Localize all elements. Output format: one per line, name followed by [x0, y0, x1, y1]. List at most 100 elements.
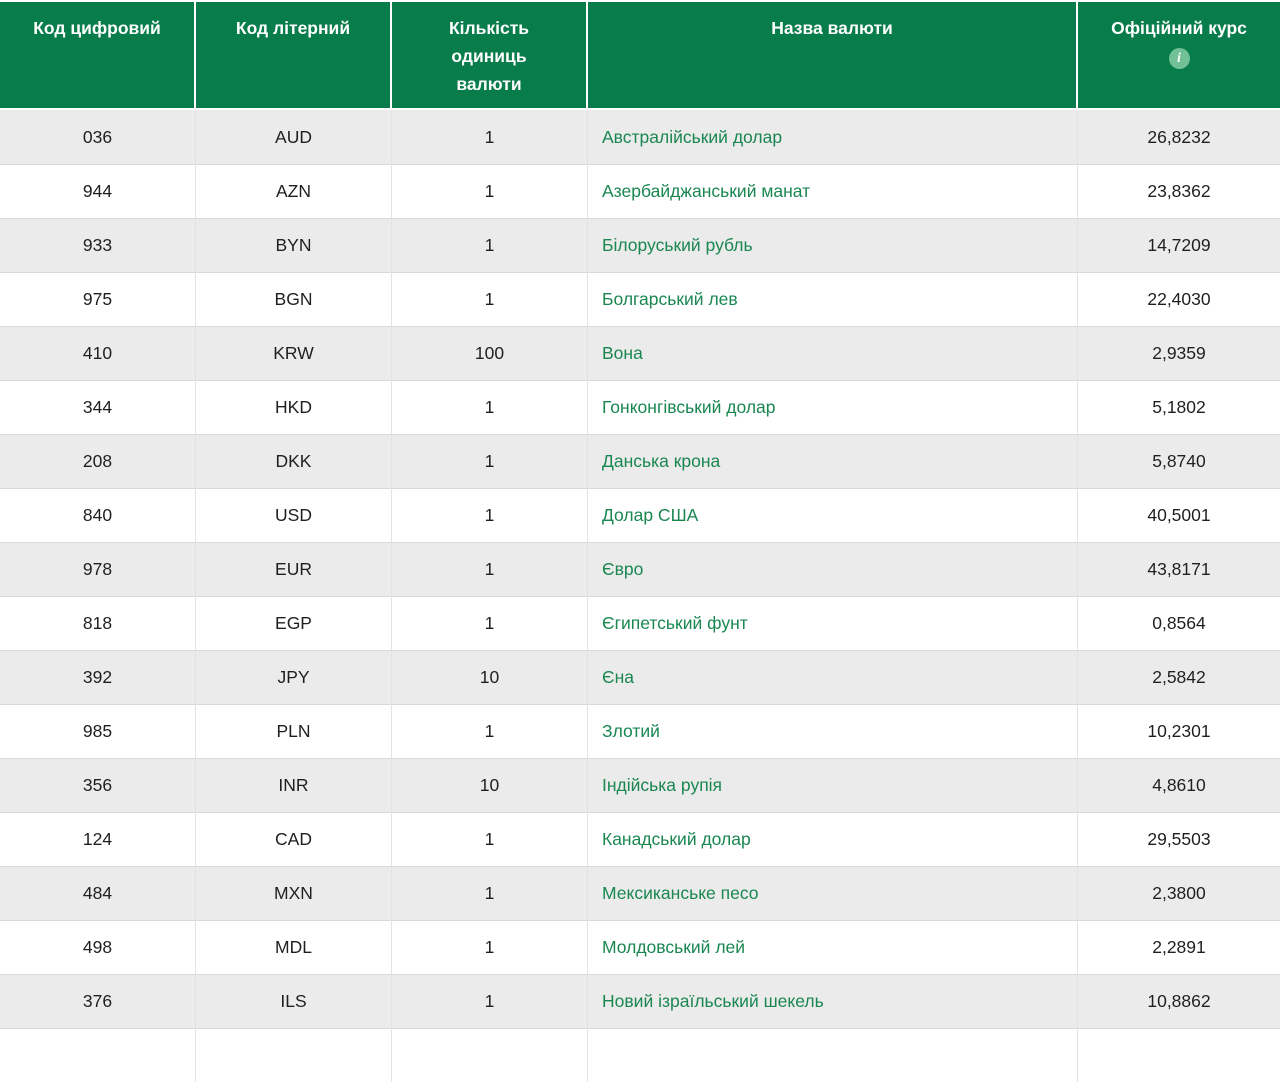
empty-cell: [1078, 1028, 1280, 1082]
units-cell: 1: [392, 488, 588, 542]
rate-cell: 0,8564: [1078, 596, 1280, 650]
header-numeric-code: Код цифровий: [0, 2, 196, 110]
units-cell: 1: [392, 542, 588, 596]
table-header: Код цифровий Код літерний Кількість один…: [0, 2, 1280, 110]
currency-name-link[interactable]: Данська крона: [602, 451, 721, 471]
name-cell: Єна: [588, 650, 1078, 704]
name-cell: Канадський долар: [588, 812, 1078, 866]
units-cell: 1: [392, 974, 588, 1028]
name-cell: Єгипетський фунт: [588, 596, 1078, 650]
header-currency-name: Назва валюти: [588, 2, 1078, 110]
name-cell: Євро: [588, 542, 1078, 596]
rate-cell: 2,5842: [1078, 650, 1280, 704]
rate-cell: 2,3800: [1078, 866, 1280, 920]
currency-name-link[interactable]: Канадський долар: [602, 829, 751, 849]
rate-cell: 5,1802: [1078, 380, 1280, 434]
header-official-rate-label: Офіційний курс: [1111, 18, 1247, 38]
currency-name-link[interactable]: Злотий: [602, 721, 660, 741]
currency-name-link[interactable]: Мексиканське песо: [602, 883, 759, 903]
header-units-label: Кількість одиниць валюти: [448, 18, 530, 94]
currency-name-link[interactable]: Долар США: [602, 505, 699, 525]
header-currency-name-label: Назва валюти: [771, 18, 893, 38]
table-row: 356 INR 10 Індійська рупія 4,8610: [0, 758, 1280, 812]
letter-code-cell: EGP: [196, 596, 392, 650]
rate-cell: 2,2891: [1078, 920, 1280, 974]
name-cell: Болгарський лев: [588, 272, 1078, 326]
table-row: 818 EGP 1 Єгипетський фунт 0,8564: [0, 596, 1280, 650]
currency-name-link[interactable]: Вона: [602, 343, 643, 363]
letter-code-cell: JPY: [196, 650, 392, 704]
numeric-code-cell: 392: [0, 650, 196, 704]
units-cell: 1: [392, 920, 588, 974]
header-letter-code-label: Код літерний: [235, 18, 351, 38]
name-cell: Азербайджанський манат: [588, 164, 1078, 218]
letter-code-cell: BYN: [196, 218, 392, 272]
letter-code-cell: CAD: [196, 812, 392, 866]
rate-cell: 5,8740: [1078, 434, 1280, 488]
rate-cell: 40,5001: [1078, 488, 1280, 542]
units-cell: 1: [392, 704, 588, 758]
rate-cell: 4,8610: [1078, 758, 1280, 812]
header-official-rate: Офіційний курс i: [1078, 2, 1280, 110]
name-cell: Вона: [588, 326, 1078, 380]
letter-code-cell: MDL: [196, 920, 392, 974]
empty-cell: [588, 1028, 1078, 1082]
units-cell: 10: [392, 650, 588, 704]
units-cell: 1: [392, 218, 588, 272]
table-row: 376 ILS 1 Новий ізраїльський шекель 10,8862: [0, 974, 1280, 1028]
units-cell: 1: [392, 434, 588, 488]
letter-code-cell: INR: [196, 758, 392, 812]
units-cell: 1: [392, 866, 588, 920]
empty-cell: [392, 1028, 588, 1082]
info-icon[interactable]: i: [1168, 48, 1190, 69]
currency-name-link[interactable]: Азербайджанський манат: [602, 181, 811, 201]
name-cell: Австралійський долар: [588, 110, 1078, 164]
table-row: 933 BYN 1 Білоруський рубль 14,7209: [0, 218, 1280, 272]
currency-name-link[interactable]: Болгарський лев: [602, 289, 738, 309]
letter-code-cell: ILS: [196, 974, 392, 1028]
numeric-code-cell: 208: [0, 434, 196, 488]
numeric-code-cell: 944: [0, 164, 196, 218]
currency-name-link[interactable]: Молдовський лей: [602, 937, 746, 957]
numeric-code-cell: 484: [0, 866, 196, 920]
units-cell: 1: [392, 272, 588, 326]
name-cell: Білоруський рубль: [588, 218, 1078, 272]
empty-cell: [196, 1028, 392, 1082]
letter-code-cell: MXN: [196, 866, 392, 920]
table-row: 410 KRW 100 Вона 2,9359: [0, 326, 1280, 380]
numeric-code-cell: 356: [0, 758, 196, 812]
header-letter-code: Код літерний: [196, 2, 392, 110]
numeric-code-cell: 036: [0, 110, 196, 164]
letter-code-cell: USD: [196, 488, 392, 542]
numeric-code-cell: 344: [0, 380, 196, 434]
units-cell: 1: [392, 596, 588, 650]
header-units: Кількість одиниць валюти: [392, 2, 588, 110]
currency-name-link[interactable]: Гонконгівський долар: [602, 397, 776, 417]
table-row: 392 JPY 10 Єна 2,5842: [0, 650, 1280, 704]
numeric-code-cell: 840: [0, 488, 196, 542]
table-row: 985 PLN 1 Злотий 10,2301: [0, 704, 1280, 758]
letter-code-cell: KRW: [196, 326, 392, 380]
currency-name-link[interactable]: Новий ізраїльський шекель: [602, 991, 824, 1011]
letter-code-cell: BGN: [196, 272, 392, 326]
numeric-code-cell: 978: [0, 542, 196, 596]
name-cell: Злотий: [588, 704, 1078, 758]
table-row: 975 BGN 1 Болгарський лев 22,4030: [0, 272, 1280, 326]
currency-name-link[interactable]: Єна: [602, 667, 634, 687]
currency-name-link[interactable]: Індійська рупія: [602, 775, 723, 795]
currency-name-link[interactable]: Австралійський долар: [602, 126, 783, 147]
numeric-code-cell: 376: [0, 974, 196, 1028]
rate-cell: 22,4030: [1078, 272, 1280, 326]
rate-cell: 10,8862: [1078, 974, 1280, 1028]
currency-name-link[interactable]: Євро: [602, 559, 644, 579]
table-row: 498 MDL 1 Молдовський лей 2,2891: [0, 920, 1280, 974]
name-cell: Гонконгівський долар: [588, 380, 1078, 434]
units-cell: 100: [392, 326, 588, 380]
header-numeric-code-label: Код цифровий: [33, 18, 161, 38]
currency-name-link[interactable]: Білоруський рубль: [602, 235, 753, 255]
numeric-code-cell: 410: [0, 326, 196, 380]
letter-code-cell: AUD: [196, 110, 392, 164]
name-cell: Мексиканське песо: [588, 866, 1078, 920]
currency-name-link[interactable]: Єгипетський фунт: [602, 613, 748, 633]
rate-cell: 2,9359: [1078, 326, 1280, 380]
